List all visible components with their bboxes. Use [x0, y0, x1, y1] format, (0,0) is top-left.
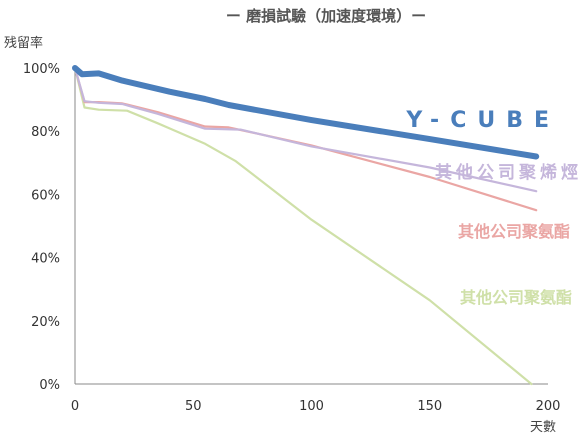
series-label-2: 其他公司聚氨酯: [458, 222, 570, 241]
series-line-2: [75, 68, 536, 210]
y-tick-labels: 0% 20% 40% 60% 80% 100%: [23, 62, 60, 393]
y-tick-label: 60%: [31, 188, 60, 203]
y-tick-label: 40%: [31, 252, 60, 267]
x-axis-label: 天數: [530, 420, 556, 435]
x-tick-label: 50: [185, 399, 202, 414]
series-label-3: 其他公司聚氨酯: [460, 288, 572, 307]
x-tick-label: 0: [71, 399, 79, 414]
chart-title: ー 磨損試驗（加速度環境）ー: [226, 7, 426, 25]
x-tick-label: 150: [417, 399, 442, 414]
x-tick-label: 100: [299, 399, 324, 414]
series-label-0: Y-CUBE: [405, 108, 560, 133]
series-label-1: 其他公司聚烯烴: [435, 162, 582, 183]
x-tick-labels: 0 50 100 150 200: [71, 399, 561, 414]
y-tick-label: 20%: [31, 315, 60, 330]
y-axis-label: 残留率: [4, 35, 43, 51]
x-tick-label: 200: [536, 399, 561, 414]
y-tick-label: 100%: [23, 62, 60, 77]
y-tick-label: 80%: [31, 125, 60, 140]
y-tick-label: 0%: [39, 378, 60, 393]
